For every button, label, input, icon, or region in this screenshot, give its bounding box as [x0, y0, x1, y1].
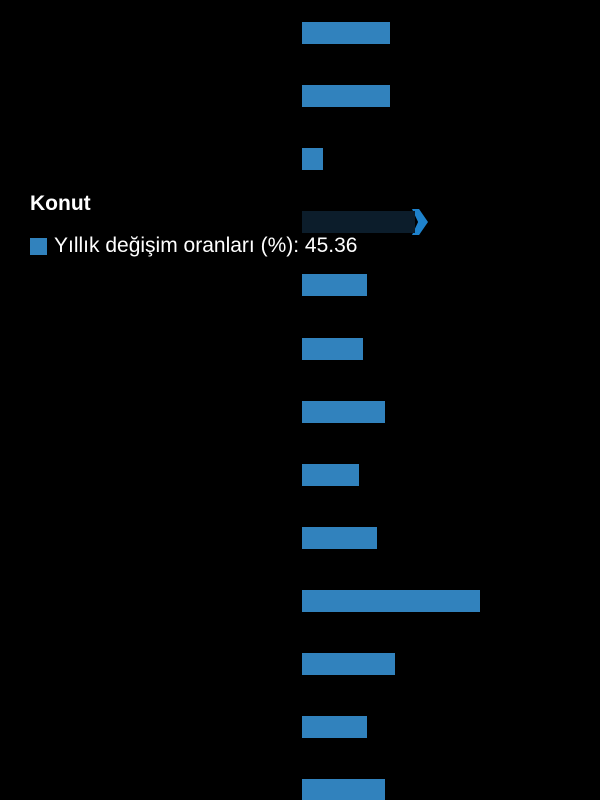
bar[interactable]	[302, 527, 377, 549]
bar[interactable]	[302, 22, 390, 44]
bar[interactable]	[302, 653, 395, 675]
bar-highlighted-konut[interactable]	[302, 211, 415, 233]
bar[interactable]	[302, 464, 359, 486]
bar[interactable]	[302, 274, 367, 296]
bar[interactable]	[302, 401, 385, 423]
bar[interactable]	[302, 590, 480, 612]
bar[interactable]	[302, 779, 385, 800]
bar[interactable]	[302, 85, 390, 107]
bar[interactable]	[302, 148, 323, 170]
bar[interactable]	[302, 716, 367, 738]
bar[interactable]	[302, 338, 363, 360]
